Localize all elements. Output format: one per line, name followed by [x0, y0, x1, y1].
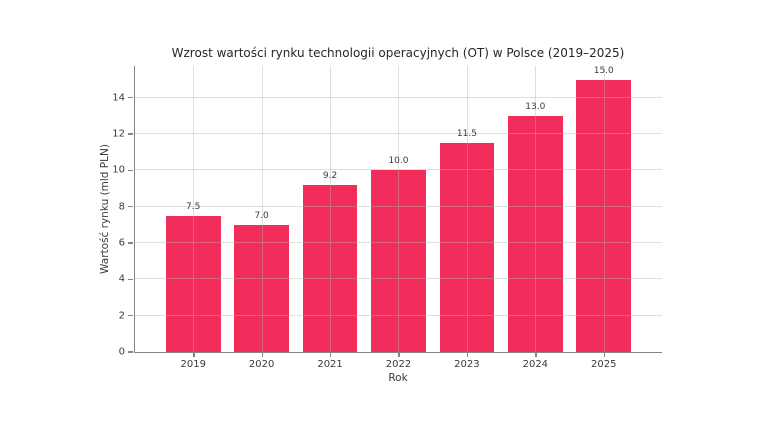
bars-container: 7.5 2019 7.0 2020 9.2 2021 10.0 2022 11.5 2023 13.… [135, 65, 662, 370]
bar-slot: 7.0 2020 [227, 66, 295, 370]
x-gridline [330, 66, 332, 352]
bar-slot: 11.5 2023 [433, 66, 501, 370]
chart-title: Wzrost wartości rynku technologii operac… [171, 46, 625, 60]
x-gridline [193, 66, 195, 352]
y-tick-mark [128, 315, 133, 317]
y-tick-mark [128, 206, 133, 208]
y-gridline [135, 314, 662, 316]
bar-2019 [165, 215, 221, 352]
bar-2021 [302, 184, 358, 352]
x-tick-mark [535, 352, 537, 357]
bar-slot: 9.2 2021 [296, 66, 364, 370]
x-tick-label: 2023 [454, 359, 480, 370]
y-gridline [135, 133, 662, 135]
x-tick-mark [466, 352, 469, 357]
bar-value-label: 11.5 [456, 129, 477, 140]
y-tick-mark [128, 97, 133, 99]
bar-slot: 10.0 2022 [364, 66, 432, 370]
x-axis-label: Rok [388, 372, 408, 384]
plot-area: 7.5 2019 7.0 2020 9.2 2021 10.0 2022 11.5 2023 13.… [112, 65, 662, 370]
y-tick-label: 4 [118, 273, 125, 285]
bar-slot: 7.5 2019 [159, 66, 227, 370]
bar-value-label: 7.0 [254, 210, 269, 221]
bar-2025 [576, 79, 632, 352]
y-gridline [135, 96, 662, 98]
bar-value-label: 13.0 [525, 101, 546, 112]
y-gridline [135, 169, 662, 171]
x-tick-mark [261, 352, 264, 357]
x-tick-mark [330, 352, 332, 357]
y-gridline [135, 278, 662, 280]
bar-2024 [507, 115, 563, 352]
y-tick-mark [128, 133, 133, 135]
bar-slot: 15.0 2025 [570, 65, 638, 370]
x-tick-label: 2021 [317, 359, 343, 370]
y-gridline [135, 242, 662, 244]
bar-value-label: 15.0 [593, 65, 614, 76]
y-tick-mark [128, 278, 133, 281]
x-gridline [535, 66, 537, 352]
x-tick-mark [398, 352, 400, 357]
x-gridline [603, 66, 605, 352]
y-tick-label: 14 [112, 92, 125, 104]
bar-value-label: 10.0 [388, 156, 409, 167]
y-tick-label: 0 [118, 346, 125, 358]
y-gridline [135, 205, 662, 207]
x-tick-label: 2024 [522, 359, 549, 370]
y-tick-mark [128, 169, 133, 172]
x-tick-label: 2019 [180, 359, 206, 370]
x-tick-mark [193, 352, 195, 357]
bar-value-label: 9.2 [322, 170, 338, 181]
x-gridline [261, 66, 263, 352]
y-tick-label: 12 [112, 128, 125, 140]
bar-value-label: 7.5 [186, 201, 201, 212]
x-tick-label: 2025 [591, 359, 617, 370]
y-tick-label: 6 [118, 237, 125, 249]
y-tick-label: 8 [118, 201, 125, 213]
x-tick-label: 2022 [385, 359, 412, 370]
y-tick-mark [128, 351, 133, 353]
bar-slot: 13.0 2024 [501, 66, 569, 370]
x-tick-mark [603, 352, 606, 357]
bar-2020 [234, 224, 289, 352]
x-gridline [398, 66, 400, 352]
x-tick-label: 2020 [248, 359, 275, 370]
y-tick-label: 10 [112, 164, 125, 176]
bar-2022 [371, 170, 426, 352]
x-gridline [466, 66, 468, 352]
bar-2023 [439, 143, 495, 352]
y-tick-mark [128, 242, 133, 244]
y-tick-label: 2 [118, 310, 125, 322]
